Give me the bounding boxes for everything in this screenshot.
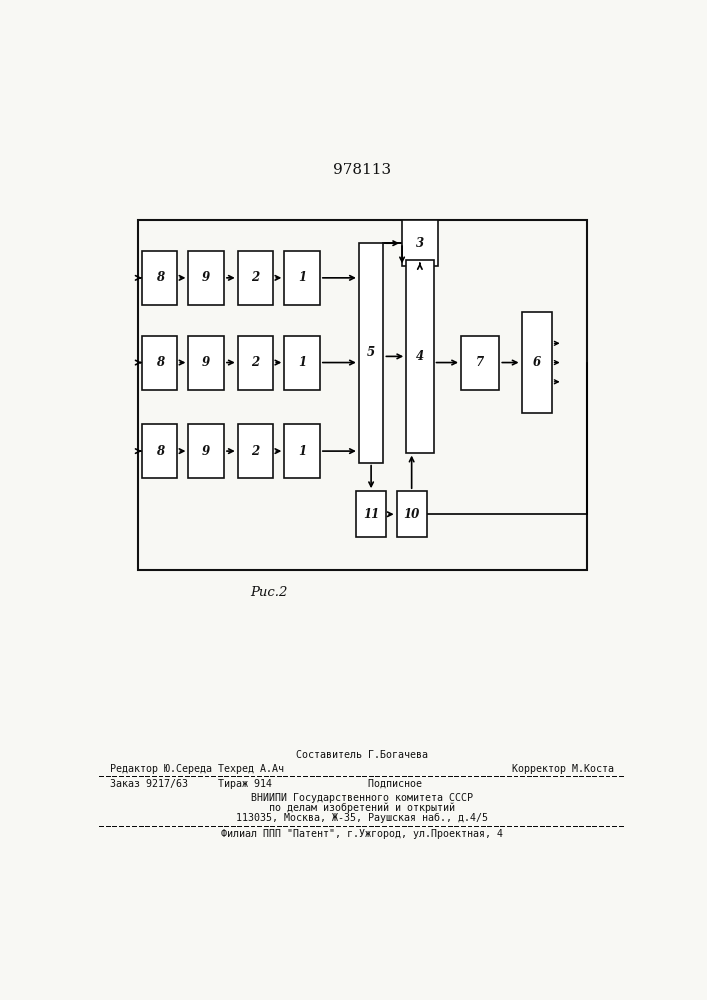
Bar: [461, 336, 499, 389]
Bar: [238, 424, 274, 478]
Text: ВНИИПИ Государственного комитета СССР: ВНИИПИ Государственного комитета СССР: [251, 793, 474, 803]
Text: 8: 8: [156, 356, 163, 369]
Text: 11: 11: [363, 508, 379, 521]
Bar: [238, 336, 274, 389]
Text: 4: 4: [416, 350, 424, 363]
Bar: [188, 251, 224, 305]
Text: Рис.2: Рис.2: [250, 586, 288, 599]
Bar: [188, 424, 224, 478]
Text: 1: 1: [298, 356, 306, 369]
Text: Составитель Г.Богачева: Составитель Г.Богачева: [296, 750, 428, 760]
Text: Заказ 9217/63     Тираж 914                Подписное: Заказ 9217/63 Тираж 914 Подписное: [110, 779, 422, 789]
Bar: [142, 424, 177, 478]
Text: 5: 5: [367, 346, 375, 359]
Text: 9: 9: [202, 271, 210, 284]
Text: 9: 9: [202, 445, 210, 458]
Text: 8: 8: [156, 271, 163, 284]
Text: 7: 7: [476, 356, 484, 369]
Bar: [284, 336, 320, 389]
Text: по делам изобретений и открытий: по делам изобретений и открытий: [269, 802, 455, 813]
Text: 8: 8: [156, 445, 163, 458]
Text: 10: 10: [404, 508, 420, 521]
Bar: [284, 424, 320, 478]
Text: 1: 1: [298, 271, 306, 284]
Text: 2: 2: [252, 356, 259, 369]
Bar: [522, 312, 551, 413]
Text: 2: 2: [252, 445, 259, 458]
Text: Филиал ППП "Патент", г.Ужгород, ул.Проектная, 4: Филиал ППП "Патент", г.Ужгород, ул.Проек…: [221, 829, 503, 839]
Bar: [356, 491, 386, 537]
Bar: [284, 251, 320, 305]
Text: 1: 1: [298, 445, 306, 458]
Bar: [142, 336, 177, 389]
Text: 2: 2: [252, 271, 259, 284]
Bar: [188, 336, 224, 389]
Text: 3: 3: [416, 237, 424, 250]
Bar: [138, 220, 587, 570]
Bar: [407, 260, 433, 453]
Bar: [402, 220, 438, 266]
Bar: [358, 243, 383, 463]
Text: Корректор М.Коста: Корректор М.Коста: [513, 764, 614, 774]
Text: 9: 9: [202, 356, 210, 369]
Bar: [238, 251, 274, 305]
Bar: [142, 251, 177, 305]
Bar: [397, 491, 427, 537]
Text: 6: 6: [532, 356, 541, 369]
Text: Редактор Ю.Середа Техред А.Ач: Редактор Ю.Середа Техред А.Ач: [110, 764, 284, 774]
Text: 978113: 978113: [333, 163, 392, 177]
Text: 113035, Москва, Ж-35, Раушская наб., д.4/5: 113035, Москва, Ж-35, Раушская наб., д.4…: [236, 813, 489, 823]
